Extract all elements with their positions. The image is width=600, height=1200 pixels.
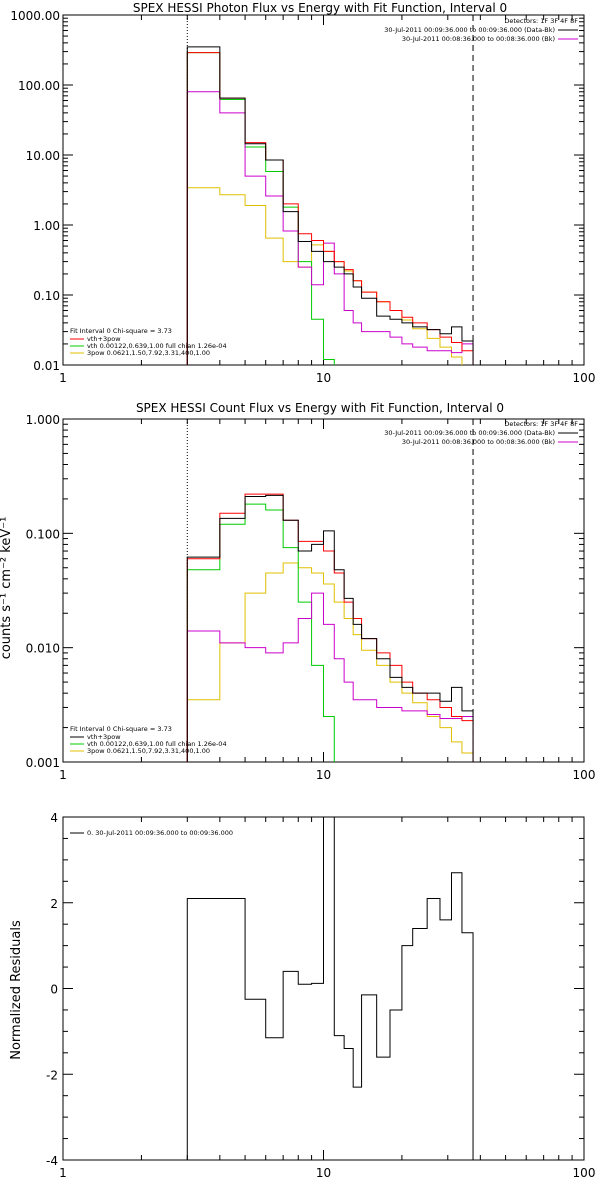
- count-series-group: [186, 493, 474, 762]
- residuals-y-axis-label: Normalized Residuals: [9, 920, 24, 1060]
- residuals-legend-label: 0. 30-Jul-2011 00:09:36.000 to 00:09:36.…: [87, 829, 233, 837]
- photon-header-line-data: 30-Jul-2011 00:09:36.000 to 00:09:36.000…: [384, 26, 555, 34]
- residuals-y-tick-label: 4: [50, 811, 58, 825]
- photon-header: Detectors: 1F 3F 4F 8F 30-Jul-2011 00:09…: [384, 17, 578, 43]
- count-header-line-bk: 30-Jul-2011 00:08:36.000 to 00:08:36.000…: [402, 438, 555, 446]
- count-legend-title: Fit Interval 0 Chi-square = 3.73: [70, 725, 172, 733]
- photon-y-tick-label: 1000.00: [10, 9, 60, 23]
- photon-y-tick-label: 100.00: [18, 79, 60, 93]
- photon-series-power: [186, 187, 463, 365]
- residuals-x-tick-label: 10: [316, 1166, 331, 1180]
- photon-legend-total: vth+3pow: [87, 335, 121, 343]
- count-y-axis-label: counts s⁻¹ cm⁻² keV⁻¹: [0, 517, 14, 660]
- photon-series-thermal: [186, 52, 335, 365]
- photon-plot-frame: [62, 14, 585, 366]
- photon-y-tick-label: 0.10: [33, 289, 60, 303]
- count-x-tick-label: 1: [59, 768, 67, 782]
- count-y-tick-label: 1.000: [26, 413, 60, 427]
- photon-header-line-bk: 30-Jul-2011 00:08:36.000 to 00:08:36.000…: [402, 35, 555, 43]
- photon-y-tick-label: 10.00: [26, 149, 60, 163]
- count-header: Detectors: 1F 3F 4F 8F 30-Jul-2011 00:09…: [384, 420, 578, 446]
- count-series-background: [186, 592, 474, 762]
- photon-legend-title: Fit Interval 0 Chi-square = 3.73: [70, 327, 172, 335]
- photon-flux-panel: SPEX HESSI Photon Flux vs Energy with Fi…: [10, 1, 596, 385]
- photon-detectors-label: Detectors: 1F 3F 4F 8F: [504, 17, 578, 25]
- count-legend: Fit Interval 0 Chi-square = 3.73 vth+3po…: [70, 725, 227, 755]
- photon-series-group: [186, 46, 474, 365]
- count-series-total: [186, 493, 474, 762]
- residuals-y-tick-label: -4: [46, 1154, 58, 1168]
- photon-y-tick-label: 1.00: [33, 219, 60, 233]
- count-series-data: [186, 494, 474, 762]
- photon-x-tick-label: 10: [316, 371, 331, 385]
- count-x-tick-label: 100: [573, 768, 596, 782]
- photon-series-background: [186, 91, 474, 365]
- photon-series-total: [186, 52, 474, 365]
- residuals-y-tick-label: 0: [50, 983, 58, 997]
- residuals-y-tick-label: -2: [46, 1068, 58, 1082]
- count-legend-power: 3pow 0.0621,1.50,7.92,3.31,400,1.00: [87, 747, 210, 755]
- count-legend-thermal: vth 0.00122,0.639,1.00 full chian 1.26e-…: [87, 740, 227, 748]
- photon-series-data: [186, 46, 474, 365]
- residuals-legend: 0. 30-Jul-2011 00:09:36.000 to 00:09:36.…: [70, 829, 233, 837]
- residuals-series-group: [186, 817, 474, 1160]
- residuals-series-residuals: [186, 817, 474, 1160]
- residuals-x-tick-label: 100: [573, 1166, 596, 1180]
- count-x-tick-label: 10: [316, 768, 331, 782]
- count-y-tick-label: 0.010: [26, 642, 60, 656]
- residuals-y-tick-label: 2: [50, 897, 58, 911]
- photon-legend-thermal: vth 0.00122,0.639,1.00 full chian 1.26e-…: [87, 342, 227, 350]
- count-y-tick-label: 0.100: [26, 527, 60, 541]
- count-legend-total: vth+3pow: [87, 733, 121, 741]
- photon-y-tick-label: 0.01: [33, 359, 60, 373]
- count-flux-panel: SPEX HESSI Count Flux vs Energy with Fit…: [0, 401, 596, 782]
- count-header-line-data: 30-Jul-2011 00:09:36.000 to 00:09:36.000…: [384, 429, 555, 437]
- residuals-x-tick-label: 1: [59, 1166, 67, 1180]
- count-series-thermal: [186, 503, 335, 762]
- count-series-power: [186, 562, 474, 762]
- photon-x-tick-label: 1: [59, 371, 67, 385]
- count-y-tick-label: 0.001: [26, 756, 60, 770]
- count-detectors-label: Detectors: 1F 3F 4F 8F: [504, 420, 578, 428]
- count-chart-title: SPEX HESSI Count Flux vs Energy with Fit…: [136, 401, 504, 415]
- residuals-panel: Normalized Residuals 0. 30-Jul-2011 00:0…: [9, 811, 595, 1180]
- photon-legend: Fit Interval 0 Chi-square = 3.73 vth+3po…: [70, 327, 227, 357]
- photon-chart-title: SPEX HESSI Photon Flux vs Energy with Fi…: [133, 1, 507, 15]
- photon-x-tick-label: 100: [573, 371, 596, 385]
- photon-legend-power: 3pow 0.0621,1.50,7.92,3.31,400,1.00: [87, 349, 210, 357]
